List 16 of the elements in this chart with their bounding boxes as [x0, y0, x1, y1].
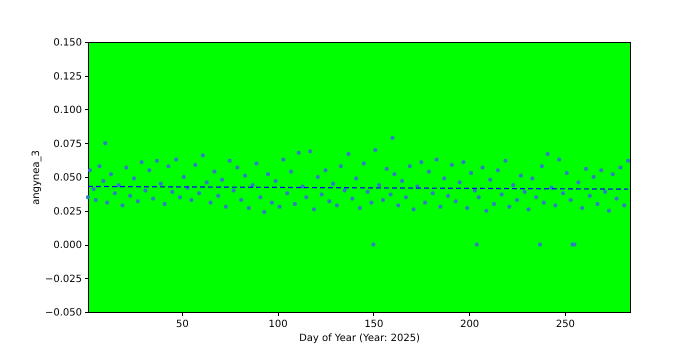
y-tick-label: −0.050 [44, 308, 82, 318]
y-axis-title: angynea_3 [30, 150, 42, 205]
y-tick-label: 0.025 [53, 206, 82, 218]
x-tick-label: 200 [460, 319, 480, 330]
y-tick-label: −0.025 [44, 274, 82, 285]
y-tick-label: 0.100 [53, 105, 82, 116]
y-tick-label: 0.125 [53, 71, 82, 82]
x-axis-title: Day of Year (Year: 2025) [299, 333, 420, 344]
y-tick-label: 0.075 [53, 138, 82, 150]
x-tick-label: 100 [268, 319, 288, 330]
y-tick-label: 0.050 [53, 172, 82, 184]
y-tick-label: 0.150 [53, 38, 82, 48]
y-tick-label: 0.000 [53, 240, 82, 251]
x-tick-label: 150 [364, 319, 384, 330]
x-tick-label: 250 [556, 319, 575, 330]
x-tick-label: 50 [176, 319, 189, 330]
